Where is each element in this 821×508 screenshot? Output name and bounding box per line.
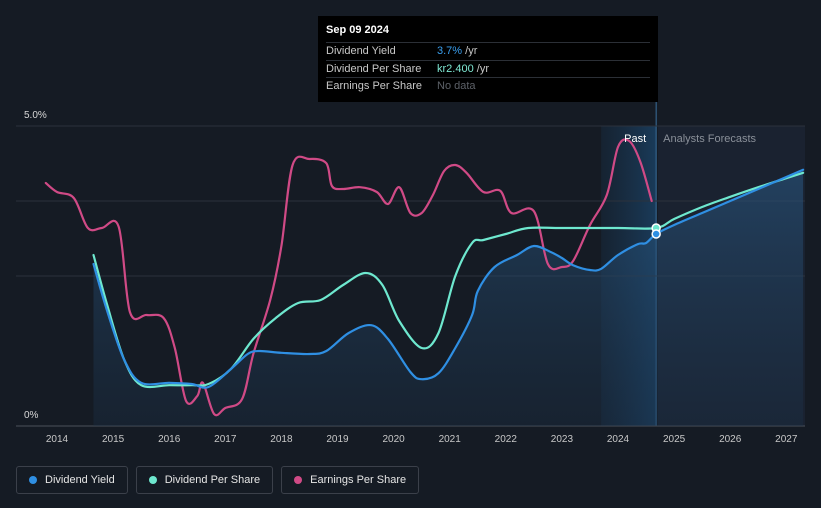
legend-item-dividend-per-share[interactable]: Dividend Per Share xyxy=(135,466,274,494)
x-tick-label: 2026 xyxy=(719,434,742,445)
y-tick-label: 0% xyxy=(24,410,39,421)
tooltip-unit: /yr xyxy=(473,62,489,75)
tooltip-row-dividend-per-share: Dividend Per Share kr2.400 /yr xyxy=(326,59,650,78)
tooltip-value: 3.7% xyxy=(437,45,463,58)
legend-item-dividend-yield[interactable]: Dividend Yield xyxy=(16,466,128,494)
tooltip-value: No data xyxy=(437,80,476,93)
x-tick-label: 2018 xyxy=(270,434,293,445)
legend-dot xyxy=(148,476,157,484)
highlight-point-dividend-yield xyxy=(651,229,661,239)
series-line-earnings-per-share xyxy=(44,138,653,417)
legend-label: Dividend Per Share xyxy=(164,474,261,486)
tooltip-row-dividend-yield: Dividend Yield 3.7% /yr xyxy=(326,42,650,60)
tooltip-value: kr2.400 xyxy=(437,62,474,75)
series-line-dividend-yield xyxy=(92,168,805,389)
tooltip-unit: /yr xyxy=(462,45,478,58)
x-tick-label: 2016 xyxy=(158,434,181,445)
tooltip-row-earnings-per-share: Earnings Per Share No data xyxy=(326,77,650,95)
y-tick-label: 5.0% xyxy=(24,110,47,121)
tooltip-date: Sep 09 2024 xyxy=(326,24,389,36)
tooltip-label: Dividend Yield xyxy=(326,45,396,58)
forecast-label: Analysts Forecasts xyxy=(663,133,756,145)
legend-dot xyxy=(29,476,37,484)
x-tick-label: 2023 xyxy=(551,434,574,445)
x-tick-label: 2014 xyxy=(46,434,69,445)
x-tick-label: 2020 xyxy=(382,434,405,445)
legend-label: Dividend Yield xyxy=(45,474,115,486)
x-tick-label: 2015 xyxy=(102,434,125,445)
tooltip-label: Earnings Per Share xyxy=(326,80,422,93)
x-tick-label: 2025 xyxy=(663,434,686,445)
x-tick-label: 2017 xyxy=(214,434,237,445)
tooltip-label: Dividend Per Share xyxy=(326,62,422,75)
legend-label: Earnings Per Share xyxy=(310,474,407,486)
x-tick-label: 2024 xyxy=(607,434,630,445)
legend: Dividend Yield Dividend Per Share Earnin… xyxy=(16,466,420,494)
dividend-yield-area xyxy=(93,169,804,427)
legend-dot xyxy=(294,476,303,484)
x-tick-label: 2027 xyxy=(775,434,798,445)
x-tick-label: 2021 xyxy=(439,434,462,445)
x-tick-label: 2019 xyxy=(326,434,349,445)
past-label: Past xyxy=(624,133,646,145)
x-tick-label: 2022 xyxy=(495,434,518,445)
tooltip: Sep 09 2024 Dividend Yield 3.7% /yr Divi… xyxy=(318,16,658,102)
legend-item-earnings-per-share[interactable]: Earnings Per Share xyxy=(281,466,420,494)
